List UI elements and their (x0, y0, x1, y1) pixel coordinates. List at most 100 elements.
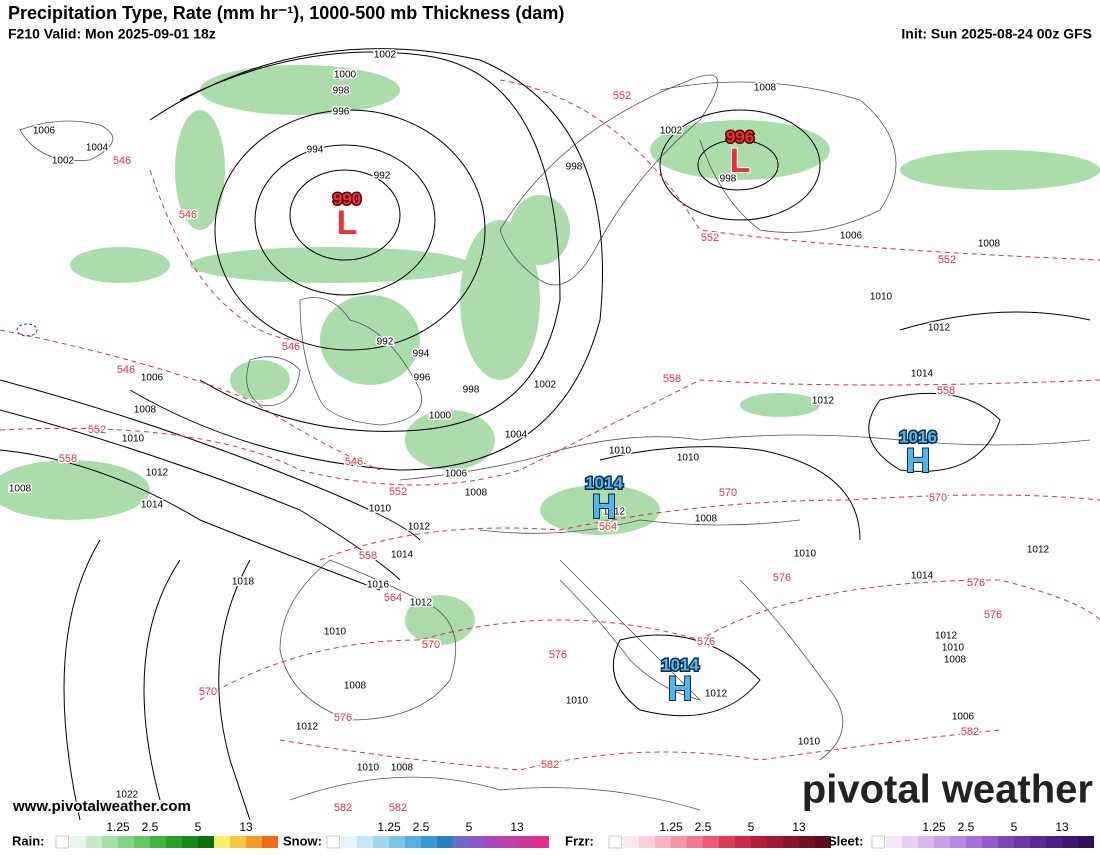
legend-swatch (118, 836, 134, 848)
center-pressure: 1014 (585, 473, 623, 492)
isobar-label: 1010 (677, 453, 700, 464)
isobar-label: 1012 (408, 522, 431, 533)
legend-swatch (437, 836, 453, 848)
isobar-label: 1010 (122, 434, 145, 445)
valid-time: F210 Valid: Mon 2025-09-01 18z (8, 26, 216, 42)
legend-swatch (469, 836, 485, 848)
thickness-label: 570 (719, 487, 737, 499)
thickness-label: 546 (345, 456, 363, 468)
legend-swatch (1046, 836, 1062, 848)
legend-name: Sleet: (828, 833, 863, 848)
legend-name: Snow: (283, 833, 322, 848)
legend-tick: 2.5 (142, 820, 159, 834)
thickness-label: 546 (179, 209, 197, 221)
legend-swatch (182, 836, 198, 848)
isobar-label: 1004 (505, 430, 528, 441)
isobars (0, 48, 1091, 851)
thickness-contours (0, 79, 1100, 771)
legend-swatch (1062, 836, 1078, 848)
legend-swatch (55, 835, 70, 849)
legend-swatch (687, 836, 703, 848)
title: Precipitation Type, Rate (mm hr⁻¹), 1000… (8, 3, 564, 23)
isobar-label: 1002 (534, 380, 557, 391)
isobar-label: 1014 (911, 369, 934, 380)
isobar-label: 1012 (146, 468, 169, 479)
thickness-label: 576 (549, 649, 567, 661)
thickness-label: 582 (334, 802, 352, 814)
isobar-label: 1006 (445, 469, 468, 480)
legend-tick: 5 (1011, 820, 1018, 834)
coastlines (19, 74, 1091, 811)
isobar-label: 1016 (367, 580, 390, 591)
legend-swatch (102, 836, 118, 848)
legend-swatch (950, 836, 966, 848)
isobar-label: 998 (333, 86, 350, 97)
thickness-label: 558 (359, 550, 377, 562)
legend-swatch (934, 836, 950, 848)
legend-tick: 1.25 (659, 820, 683, 834)
legend-tick: 2.5 (958, 820, 975, 834)
isobar-label: 1012 (296, 722, 319, 733)
isobar-label: 1002 (374, 50, 397, 61)
center-pressure: 1014 (661, 655, 699, 674)
legend-swatch (341, 836, 357, 848)
isobar-label: 1008 (391, 763, 414, 774)
isobar-label: 992 (374, 171, 391, 182)
legend-swatch (453, 836, 469, 848)
legend-swatch (783, 836, 799, 848)
thickness-label: 552 (88, 424, 106, 436)
legend-swatch (886, 836, 902, 848)
thickness-label: 546 (282, 341, 300, 353)
legend-tick: 2.5 (413, 820, 430, 834)
legend-swatch (357, 836, 373, 848)
legend-swatch (1078, 836, 1094, 848)
legend-swatch (389, 836, 405, 848)
isobar-label: 994 (413, 349, 430, 360)
thickness-label: 570 (929, 492, 947, 504)
isobar-label: 1014 (391, 550, 414, 561)
thickness-label: 576 (967, 577, 985, 589)
isobar-label: 998 (566, 162, 583, 173)
center-pressure: 990 (333, 189, 361, 208)
thickness-label: 576 (334, 712, 352, 724)
legend-swatch (214, 836, 230, 848)
isobar-label: 998 (463, 385, 480, 396)
thickness-label: 558 (663, 373, 681, 385)
legend-swatch (918, 836, 934, 848)
legend-swatch (533, 836, 549, 848)
legend-swatch (70, 836, 86, 848)
legend-swatch (373, 836, 389, 848)
center-pressure: 996 (726, 127, 754, 146)
isobar-label: 1010 (357, 763, 380, 774)
legend-name: Rain: (12, 833, 45, 848)
thickness-label: 564 (599, 521, 617, 533)
thickness-label: 558 (59, 453, 77, 465)
isobar-label: 1008 (754, 83, 777, 94)
isobar-label: 1008 (944, 655, 967, 666)
isobar-label: 1006 (33, 126, 56, 137)
isobar-label: 1000 (334, 70, 357, 81)
isobar-label: 1006 (141, 373, 164, 384)
legend-swatch (623, 836, 639, 848)
thickness-label: 570 (422, 639, 440, 651)
legend-swatch (966, 836, 982, 848)
thickness-label: 552 (389, 486, 407, 498)
legend-swatch (815, 836, 831, 848)
isobar-label: 1012 (603, 507, 626, 518)
center-symbol: H (906, 442, 931, 480)
legend-swatch (246, 836, 262, 848)
isobar-label: 1004 (86, 143, 109, 154)
isobar-label: 1010 (794, 549, 817, 560)
isobar-label: 1010 (324, 627, 347, 638)
legend-swatch (655, 836, 671, 848)
isobar-label: 1012 (812, 396, 835, 407)
thickness-label: 576 (697, 636, 715, 648)
thickness-label: 582 (961, 726, 979, 738)
isobar-label: 1008 (134, 405, 157, 416)
legend-name: Frzr: (565, 833, 594, 848)
thickness-label: 546 (113, 155, 131, 167)
thickness-label: 564 (384, 592, 402, 604)
